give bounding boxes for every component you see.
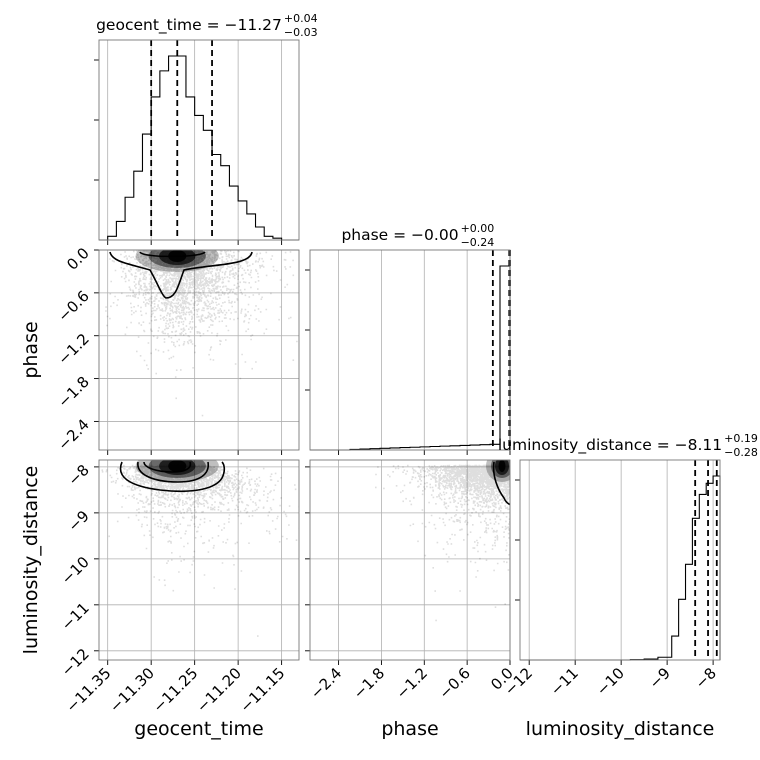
y-tick-label: −12 — [58, 645, 93, 680]
titles-layer: geocent_time = −11.27 +0.04−0.03 phase = −… — [96, 12, 758, 459]
title-error-minus: −0.28 — [724, 446, 758, 459]
x-tick-label: −0.6 — [435, 664, 473, 702]
density-level — [498, 460, 506, 472]
x-axis-label: phase — [381, 718, 438, 740]
y-tick-label: −8 — [64, 461, 92, 489]
contour-line — [119, 461, 226, 493]
panel-title: luminosity_distance = −8.11 — [498, 436, 722, 455]
y-tick-label: −11 — [58, 599, 93, 634]
scatter-points — [105, 250, 298, 417]
y-axis-label: luminosity_distance — [20, 466, 42, 655]
scatter-panel-phase-vs-luminosity_distance: −2.4 −1.8 −1.2 −0.6 0.0 — [305, 459, 517, 703]
axis-labels-layer: geocent_time phase luminosity_distancephas… — [20, 321, 714, 740]
x-tick-label: −11.20 — [193, 664, 245, 716]
histogram-step — [310, 265, 511, 451]
histogram-step — [520, 475, 721, 661]
contour-line — [139, 251, 206, 258]
panel-frame — [309, 459, 511, 661]
x-axis-label: luminosity_distance — [526, 718, 715, 740]
y-tick-label: 0.0 — [63, 244, 93, 274]
title-error-plus: +0.00 — [461, 222, 495, 235]
x-tick-label: −10 — [593, 664, 628, 699]
panel-frame — [98, 459, 300, 661]
title-error-plus: +0.04 — [284, 12, 318, 25]
panel-frame — [98, 39, 300, 241]
sample-cloud — [101, 464, 299, 637]
x-axis-label: geocent_time — [134, 718, 263, 740]
panels-layer: −12 −11 −10 −9 −8−2.4−1.8−1.2−0.60.0−11.35−1… — [54, 39, 721, 716]
x-tick-label: −11.25 — [149, 664, 201, 716]
scatter-points — [101, 460, 299, 637]
contour-line — [137, 461, 209, 483]
x-tick-label: −11.15 — [236, 664, 288, 716]
y-tick-label: −9 — [64, 507, 92, 535]
panel-frame — [309, 249, 511, 451]
panel-title: geocent_time = −11.27 — [96, 16, 282, 35]
title-error-plus: +0.19 — [724, 432, 758, 445]
histogram-panel-geocent_time — [94, 39, 300, 245]
y-tick-label: −2.4 — [54, 416, 92, 454]
x-tick-label: −1.2 — [393, 664, 431, 702]
y-tick-label: −1.8 — [54, 373, 92, 411]
scatter-panel-geocent_time-vs-luminosity_distance: −11.35−11.30−11.25−11.20−11.15−12−11−10−… — [58, 459, 300, 716]
title-error-minus: −0.24 — [461, 236, 495, 249]
x-tick-label: −11 — [547, 664, 582, 699]
x-tick-label: −9 — [646, 664, 674, 692]
x-tick-label: −2.4 — [307, 664, 345, 702]
scatter-panel-geocent_time-vs-phase: −2.4 −1.8 −1.2 −0.6 0.0 — [54, 244, 300, 455]
y-tick-label: −0.6 — [54, 287, 92, 325]
histogram-panel-luminosity_distance: −12 −11 −10 −9 −8 — [501, 459, 721, 699]
sample-cloud — [105, 250, 298, 417]
sample-cloud — [375, 464, 510, 622]
contour-line — [143, 461, 192, 473]
y-tick-label: −10 — [58, 553, 93, 588]
x-tick-label: −1.8 — [350, 664, 388, 702]
y-axis-label: phase — [20, 321, 42, 378]
x-tick-label: −11.30 — [106, 664, 158, 716]
y-tick-label: −1.2 — [54, 330, 92, 368]
scatter-points — [375, 460, 510, 622]
histogram-step — [99, 55, 299, 241]
panel-title: phase = −0.00 — [341, 226, 458, 244]
histogram-panel-phase — [305, 249, 511, 455]
panel-frame — [98, 249, 300, 451]
x-tick-label: −8 — [692, 664, 720, 692]
title-error-minus: −0.03 — [284, 26, 318, 39]
panel-frame — [519, 459, 721, 661]
density-level — [168, 460, 187, 472]
contour-line — [109, 251, 253, 299]
